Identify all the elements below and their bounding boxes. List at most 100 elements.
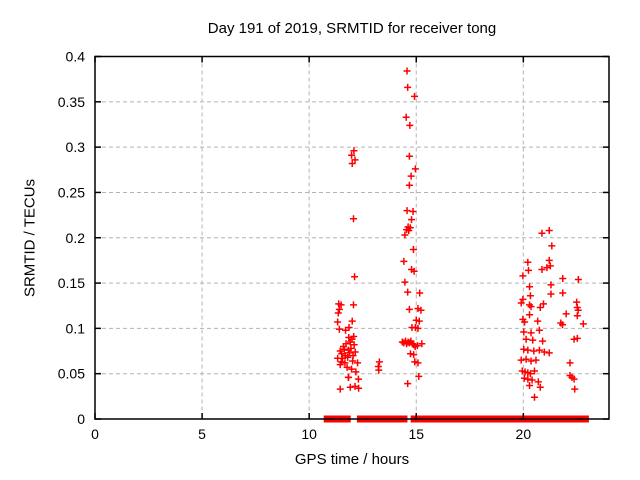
data-point-marker	[524, 375, 532, 383]
data-point-marker	[538, 229, 546, 237]
data-point-marker	[410, 267, 418, 275]
data-point-marker	[350, 341, 358, 349]
data-point-marker	[527, 329, 535, 337]
data-point-marker	[414, 324, 422, 332]
data-point-marker	[339, 354, 347, 362]
data-point-marker	[528, 376, 536, 384]
data-point-marker	[352, 368, 360, 376]
data-point-marker	[559, 289, 567, 297]
data-point-marker	[536, 304, 544, 312]
data-point-marker	[526, 283, 534, 291]
y-tick-label: 0.3	[66, 139, 86, 155]
data-point-marker	[418, 340, 426, 348]
data-point-marker	[342, 340, 350, 348]
data-point-marker	[334, 318, 342, 326]
data-point-marker	[534, 317, 542, 325]
data-point-marker	[400, 257, 408, 265]
data-point-marker	[343, 363, 351, 371]
data-point-marker	[413, 342, 421, 350]
data-point-marker	[526, 311, 534, 319]
data-point-marker	[414, 359, 422, 367]
data-point-marker	[411, 358, 419, 366]
data-point-marker	[404, 380, 412, 388]
y-tick-label: 0.2	[66, 230, 86, 246]
data-point-marker	[543, 264, 551, 272]
data-point-marker	[545, 227, 553, 234]
y-tick-label: 0.35	[58, 94, 85, 110]
data-point-marker	[342, 326, 350, 334]
data-point-marker	[375, 358, 383, 366]
data-point-marker	[539, 300, 547, 308]
data-point-marker	[351, 156, 359, 164]
data-point-marker	[524, 266, 532, 274]
data-point-marker	[404, 83, 412, 91]
data-point-marker	[335, 325, 343, 333]
data-point-marker	[529, 336, 537, 344]
plot-title: Day 191 of 2019, SRMTID for receiver ton…	[207, 20, 497, 37]
data-point-marker	[346, 383, 354, 391]
data-point-marker	[534, 378, 542, 386]
data-point-marker	[519, 272, 527, 280]
data-point-marker	[415, 317, 423, 325]
data-point-marker	[573, 334, 581, 342]
data-point-marker	[348, 317, 356, 325]
data-point-marker	[402, 113, 410, 121]
data-point-marker	[573, 304, 581, 312]
data-point-marker	[403, 207, 411, 215]
data-point-marker	[411, 165, 419, 173]
data-point-marker	[519, 295, 527, 303]
data-point-marker	[526, 292, 534, 300]
data-point-marker	[536, 383, 544, 391]
data-point-marker	[407, 172, 415, 180]
data-point-marker	[517, 299, 525, 307]
data-point-marker	[375, 366, 383, 374]
data-point-marker	[403, 67, 411, 75]
data-point-marker	[409, 246, 417, 254]
data-point-marker	[530, 367, 538, 375]
data-point-marker	[524, 258, 532, 266]
data-point-marker	[545, 349, 553, 357]
x-tick-label: 15	[408, 426, 424, 442]
data-point-marker	[415, 372, 423, 380]
data-point-marker	[559, 275, 567, 283]
data-point-marker	[417, 306, 425, 314]
data-point-marker	[520, 374, 528, 382]
data-point-marker	[350, 147, 358, 155]
x-tick-label: 0	[91, 426, 99, 442]
data-point-marker	[345, 349, 353, 357]
data-point-marker	[535, 346, 543, 354]
data-point-marker	[411, 92, 419, 100]
data-point-marker	[547, 281, 555, 289]
y-tick-label: 0	[77, 411, 85, 427]
tick-marks	[94, 55, 609, 420]
data-point-marker	[570, 375, 578, 383]
data-point-marker	[574, 275, 582, 283]
data-point-marker	[349, 215, 357, 223]
data-point-marker	[539, 337, 547, 345]
data-point-marker	[337, 301, 345, 309]
y-tick-label: 0.15	[58, 275, 85, 291]
data-point-marker	[562, 310, 570, 318]
data-point-marker	[349, 352, 357, 360]
data-point-marker	[337, 358, 345, 366]
data-point-marker	[351, 273, 359, 281]
data-point-marker	[532, 356, 540, 364]
data-point-marker	[520, 345, 528, 353]
data-point-marker	[527, 303, 535, 311]
data-point-marker	[408, 216, 416, 224]
data-point-marker	[405, 227, 413, 234]
data-point-marker	[522, 335, 530, 343]
data-point-marker	[338, 350, 346, 358]
scatter-points	[334, 67, 587, 401]
data-point-marker	[521, 318, 529, 326]
data-point-marker	[405, 181, 413, 189]
data-point-marker	[351, 382, 359, 390]
tick-labels: 0 5 10 15 20 0 0.05 0.1 0.15 0.2 0.25 0.3 0.35 0.4	[58, 49, 532, 443]
data-point-marker	[517, 356, 525, 364]
data-point-marker	[341, 359, 349, 367]
x-tick-label: 10	[301, 426, 317, 442]
data-point-marker	[350, 333, 358, 341]
x-tick-label: 5	[198, 426, 206, 442]
